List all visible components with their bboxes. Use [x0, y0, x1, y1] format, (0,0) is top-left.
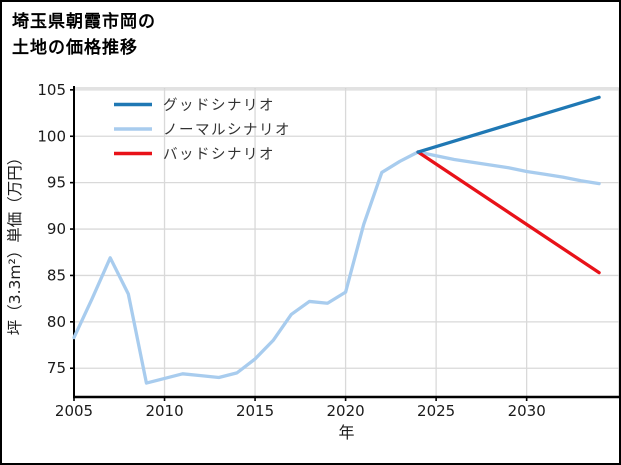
series-line-bad	[416, 150, 601, 275]
x-tick-label: 2005	[55, 402, 93, 420]
legend-label-bad: バッドシナリオ	[163, 147, 275, 163]
x-tick-label: 2020	[327, 402, 365, 420]
legend-label-normal: ノーマルシナリオ	[163, 123, 291, 139]
x-tick-label: 2010	[145, 402, 183, 420]
y-tick-label: 85	[47, 266, 66, 284]
chart-title: 埼玉県朝霞市岡の 土地の価格推移	[12, 9, 156, 61]
y-axis-label: 坪（3.3m²）単価（万円）	[6, 150, 24, 335]
y-tick-label: 100	[37, 127, 66, 145]
y-tick-label: 105	[37, 81, 66, 99]
y-tick-label: 95	[47, 174, 66, 192]
y-tick-label: 75	[47, 359, 66, 377]
x-tick-label: 2025	[417, 402, 455, 420]
x-tick-label: 2015	[236, 402, 274, 420]
x-axis-label: 年	[338, 423, 354, 442]
y-tick-label: 90	[47, 220, 66, 238]
x-tick-label: 2030	[508, 402, 546, 420]
series-line-normal	[72, 150, 601, 385]
chart-title-line2: 土地の価格推移	[12, 38, 138, 58]
series-line-good	[416, 95, 601, 154]
y-tick-label: 80	[47, 313, 66, 331]
chart-title-line1: 埼玉県朝霞市岡の	[12, 12, 156, 32]
legend-label-good: グッドシナリオ	[163, 97, 275, 114]
